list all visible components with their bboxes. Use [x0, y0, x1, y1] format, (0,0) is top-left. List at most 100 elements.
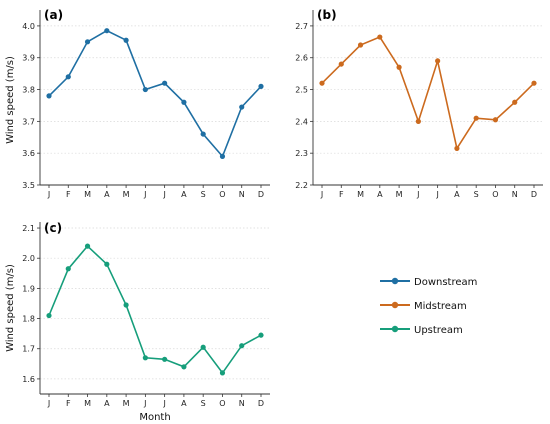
panel-a-x-tick-label: M [84, 190, 91, 199]
panel-a-x-tick-label: J [143, 190, 146, 199]
panel-b-data-point [531, 80, 537, 86]
panel-c-x-tick-label: N [239, 399, 245, 408]
panel-c-data-point [65, 266, 71, 272]
panel-a: (a) Wind speed (m/s) 3.5 3.6 3.7 3.8 3.9 4.0 J… [5, 8, 270, 199]
panel-a-x-tick-label: S [201, 190, 206, 199]
panel-b-x-tick-label: J [320, 190, 323, 199]
panel-c-x-tick-label: A [104, 399, 110, 408]
legend-item-upstream: Upstream [380, 325, 463, 336]
panel-c-data-point [123, 302, 129, 308]
panel-a-data-point [84, 39, 91, 45]
panel-c-data-point [142, 355, 148, 361]
panel-a-data-point [104, 28, 110, 34]
panel-c-y-tick-label: 1.9 [22, 284, 35, 293]
panel-c-x-tick-label: A [181, 399, 187, 408]
panel-c-x-tick-label: J [143, 399, 146, 408]
panel-b-x-tick-label: O [492, 190, 498, 199]
panel-b-x-tick-label: M [396, 190, 403, 199]
panel-b-data-point [454, 145, 460, 152]
panel-c-x-tick-label: J [162, 399, 165, 408]
panel-a-data-point [142, 86, 148, 93]
panel-c-y-tick-label: 1.7 [22, 345, 35, 354]
panel-b-x-tick-label: M [357, 190, 364, 199]
panel-a-data-point [258, 83, 264, 89]
panel-a-label: (a) [44, 8, 63, 22]
panel-b-y-tick-label: 2.4 [295, 117, 308, 126]
panel-b-series-line [321, 36, 535, 151]
panel-b-x-tick-label: N [512, 190, 518, 199]
panel-a-data-point [200, 131, 206, 137]
panel-a-x-tick-label: D [258, 190, 264, 199]
panel-a-y-tick-label: 3.7 [22, 117, 35, 126]
panel-b-label: (b) [317, 8, 337, 22]
panel-c-x-tick-label: F [66, 399, 71, 408]
panel-c-x-tick-label: D [258, 399, 264, 408]
panel-b-data-point [415, 118, 421, 124]
legend-item-downstream: Downstream [380, 277, 477, 288]
panel-c-y-tick-label: 2.1 [22, 224, 35, 233]
panel-a-x-tick-label: A [104, 190, 110, 199]
legend: Downstream Midstream Upstream [380, 277, 477, 336]
panel-a-x-tick-label: O [219, 190, 225, 199]
panel-b-data-point [319, 80, 325, 86]
panel-b-data-point [396, 64, 402, 70]
panel-a-data-point [181, 99, 187, 105]
panel-a-series-line [48, 29, 262, 158]
panel-a-x-tick-label: M [123, 190, 130, 199]
panel-c-data-point [258, 332, 264, 338]
legend-upstream-marker [391, 325, 399, 333]
panel-b-x-tick-label: A [454, 190, 460, 199]
panel-b-x-tick-label: J [416, 190, 419, 199]
panel-a-data-point [123, 37, 129, 43]
panel-b-data-point [377, 34, 383, 40]
panel-c-y-axis-label: Wind speed (m/s) [5, 264, 16, 352]
panel-a-y-axis-label: Wind speed (m/s) [5, 56, 16, 144]
panel-b-data-point [492, 117, 499, 123]
panel-b-x-tick-label: J [435, 190, 438, 199]
panel-c-x-axis-label: Month [139, 412, 170, 423]
panel-a-y-tick-label: 3.5 [22, 181, 35, 190]
panel-b-y-tick-label: 2.5 [295, 86, 308, 95]
legend-downstream-marker [391, 277, 399, 285]
panel-b: (b) 2.2 2.3 2.4 2.5 2.6 2.7 J F M A M J J A S O N D [295, 8, 543, 199]
panel-c-data-point [46, 312, 52, 319]
panel-a-y-tick-label: 3.8 [22, 86, 35, 95]
panel-c-y-tick-label: 1.8 [22, 315, 35, 324]
panel-c-data-point [239, 343, 245, 349]
panel-a-data-point [65, 74, 71, 80]
legend-midstream-marker [391, 301, 399, 309]
panel-b-data-point [435, 58, 441, 64]
panel-b-data-point [512, 99, 518, 105]
panel-c-data-point [84, 243, 91, 249]
panel-a-data-point [239, 104, 245, 110]
legend-item-midstream: Midstream [380, 301, 467, 312]
panel-c-data-point [181, 364, 187, 370]
panel-a-x-tick-label: N [239, 190, 245, 199]
panel-c-data-point [219, 370, 226, 376]
panel-b-y-tick-label: 2.2 [295, 181, 308, 190]
panel-b-y-tick-label: 2.6 [295, 54, 308, 63]
panel-c-data-point [162, 356, 168, 362]
panel-c-x-tick-label: J [47, 399, 50, 408]
panel-b-x-tick-label: F [339, 190, 344, 199]
panel-b-x-tick-label: S [474, 190, 479, 199]
panel-c-label: (c) [44, 221, 62, 235]
panel-c-y-tick-label: 2.0 [22, 254, 35, 263]
panel-a-x-tick-label: J [47, 190, 50, 199]
panel-a-data-point [46, 93, 52, 99]
panel-b-y-tick-label: 2.7 [295, 22, 308, 31]
panel-c-x-tick-label: M [84, 399, 91, 408]
panel-c-x-tick-label: S [201, 399, 206, 408]
panel-c-series-line [48, 244, 262, 375]
panel-c-x-tick-label: M [123, 399, 130, 408]
panel-b-x-tick-label: D [531, 190, 537, 199]
panel-a-data-point [219, 153, 226, 159]
panel-a-x-tick-label: J [162, 190, 165, 199]
panel-a-y-tick-label: 4.0 [22, 22, 35, 31]
legend-midstream-label: Midstream [414, 301, 467, 312]
panel-b-data-point [357, 42, 364, 48]
panel-c-data-point [200, 344, 206, 350]
panel-a-y-tick-label: 3.9 [22, 54, 35, 63]
panel-c: (c) Wind speed (m/s) Month 1.6 1.7 1.8 1.9 2… [5, 221, 270, 423]
